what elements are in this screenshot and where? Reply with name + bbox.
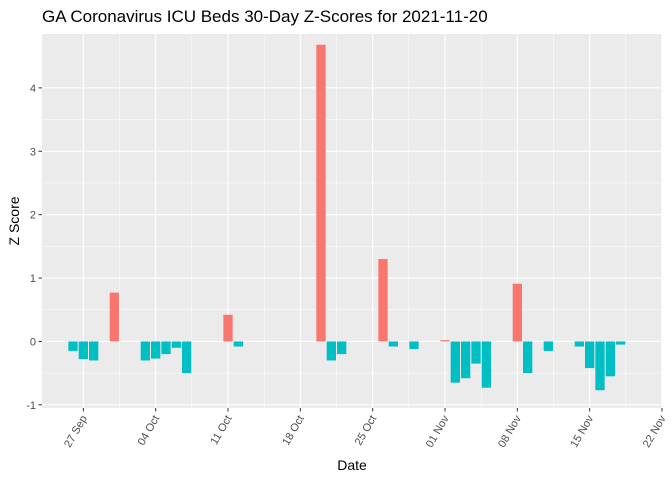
bar	[326, 341, 336, 361]
bar	[151, 341, 161, 359]
bars	[68, 44, 626, 391]
x-tick-label: 04 Oct	[136, 414, 163, 448]
y-axis-title: Z Score	[6, 196, 22, 245]
bar	[595, 341, 605, 391]
x-tick-label: 01 Nov	[424, 413, 452, 450]
x-tick-label: 18 Oct	[280, 414, 307, 448]
bar	[89, 341, 99, 361]
plot-panel	[42, 34, 662, 408]
y-tick-label: 3	[30, 146, 36, 158]
bar	[182, 341, 192, 374]
bar	[574, 341, 584, 347]
y-tick-label: -1	[26, 400, 36, 412]
y-tick-label: 1	[30, 273, 36, 285]
bar	[409, 341, 419, 350]
bar	[78, 341, 88, 360]
bar	[440, 340, 450, 342]
bar	[233, 341, 243, 347]
bar	[461, 341, 471, 379]
bar	[450, 341, 460, 383]
major-gridlines	[42, 34, 663, 408]
bar	[140, 341, 150, 361]
bar	[378, 259, 388, 342]
bar	[161, 341, 171, 355]
bar	[605, 341, 615, 377]
y-tick-label: 2	[30, 210, 36, 222]
y-tick-label: 4	[30, 83, 36, 95]
chart-title: GA Coronavirus ICU Beds 30-Day Z-Scores …	[42, 7, 488, 26]
bar	[171, 341, 181, 348]
y-tick-label: 0	[30, 336, 36, 348]
bar	[337, 341, 347, 355]
minor-gridlines	[42, 34, 662, 408]
bar	[316, 44, 326, 342]
bar	[512, 283, 522, 342]
x-tick-label: 08 Nov	[496, 413, 524, 450]
bar	[523, 341, 533, 374]
bar	[481, 341, 491, 388]
x-tick-label: 27 Sep	[62, 414, 90, 450]
bar	[223, 314, 233, 342]
x-tick-label: 11 Oct	[208, 414, 234, 447]
bar	[109, 292, 119, 342]
bar	[585, 341, 595, 369]
bar	[68, 341, 78, 351]
x-tick-label: 25 Oct	[353, 414, 380, 448]
bar	[616, 341, 626, 345]
bar	[543, 341, 553, 351]
bar	[388, 341, 398, 347]
y-axis: -1 0 1 2 3 4	[26, 83, 42, 412]
bar	[471, 341, 481, 364]
x-axis-title: Date	[337, 457, 367, 473]
x-axis: 27 Sep 04 Oct 11 Oct 18 Oct 25 Oct 01 Nov 08 N…	[62, 408, 669, 450]
x-tick-label: 22 Nov	[641, 413, 669, 450]
x-tick-label: 15 Nov	[568, 413, 596, 450]
